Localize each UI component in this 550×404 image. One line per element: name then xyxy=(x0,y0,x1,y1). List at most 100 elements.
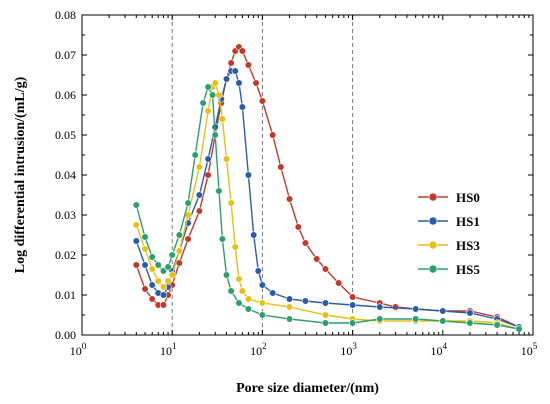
data-point xyxy=(321,299,330,307)
legend-swatch-marker xyxy=(428,192,438,202)
data-point xyxy=(301,239,310,247)
data-point xyxy=(231,243,239,251)
y-tick-label: 0.06 xyxy=(55,88,76,102)
data-point xyxy=(227,287,235,295)
data-point xyxy=(349,301,357,309)
data-point xyxy=(321,311,330,319)
data-point xyxy=(493,321,501,329)
data-point xyxy=(285,303,294,311)
data-point xyxy=(211,131,219,139)
series-line xyxy=(135,81,520,330)
data-point xyxy=(222,271,231,279)
legend-item: HS3 xyxy=(418,238,480,253)
data-point xyxy=(258,299,267,307)
data-point xyxy=(154,277,162,285)
data-point xyxy=(349,293,357,301)
data-point xyxy=(439,307,447,315)
data-point xyxy=(238,103,246,111)
data-point xyxy=(148,265,156,273)
data-point xyxy=(175,231,183,239)
data-point xyxy=(412,315,420,323)
data-point xyxy=(285,315,294,323)
data-point xyxy=(204,83,212,91)
data-point xyxy=(313,255,321,263)
data-point xyxy=(349,319,357,327)
data-point xyxy=(208,91,217,99)
series-hs0 xyxy=(132,43,523,331)
data-point xyxy=(335,279,343,287)
legend-label: HS0 xyxy=(456,190,480,205)
data-point xyxy=(159,291,168,299)
data-point xyxy=(321,319,330,327)
data-point xyxy=(238,287,246,295)
legend-label: HS3 xyxy=(456,238,480,253)
data-point xyxy=(244,295,253,303)
data-point xyxy=(141,233,149,241)
series-hs5 xyxy=(132,83,523,333)
data-point xyxy=(204,155,212,163)
x-tick-label: 104 xyxy=(431,341,448,358)
data-point xyxy=(211,79,219,87)
y-tick-label: 0.03 xyxy=(55,208,76,222)
legend: HS0 HS1 HS3 HS5 xyxy=(418,190,480,277)
y-tick-label: 0.05 xyxy=(55,128,76,142)
data-point xyxy=(254,267,262,275)
data-point xyxy=(466,309,474,317)
data-point xyxy=(132,237,140,245)
data-point xyxy=(148,295,156,303)
data-point xyxy=(376,303,384,311)
series-line xyxy=(135,45,520,328)
data-point xyxy=(258,311,267,319)
data-point xyxy=(141,261,149,269)
data-point xyxy=(164,263,172,271)
data-point xyxy=(258,97,267,105)
data-point xyxy=(204,107,212,115)
y-tick-label: 0.02 xyxy=(55,248,76,262)
series-layer xyxy=(132,43,523,333)
data-point xyxy=(250,231,258,239)
data-point xyxy=(199,99,207,107)
legend-item: HS1 xyxy=(418,214,480,229)
data-point xyxy=(141,245,149,253)
data-point xyxy=(231,67,239,75)
data-point xyxy=(285,295,294,303)
data-point xyxy=(159,301,168,309)
data-point xyxy=(141,285,149,293)
data-point xyxy=(244,305,253,313)
x-tick-label: 103 xyxy=(340,341,357,358)
data-point xyxy=(244,61,253,69)
data-point xyxy=(515,325,523,333)
data-point xyxy=(184,199,192,207)
data-point xyxy=(238,47,246,55)
data-point xyxy=(154,261,162,269)
data-point xyxy=(148,253,156,261)
data-point xyxy=(235,275,243,283)
data-point xyxy=(215,91,223,99)
y-tick-label: 0.07 xyxy=(55,48,76,62)
x-tick-label: 100 xyxy=(70,341,87,358)
data-point xyxy=(164,277,172,285)
y-tick-label: 0.01 xyxy=(55,288,76,302)
data-point xyxy=(439,317,447,325)
data-point xyxy=(321,265,330,273)
data-point xyxy=(227,59,235,67)
data-point xyxy=(132,201,140,209)
data-point xyxy=(466,319,474,327)
legend-label: HS1 xyxy=(456,214,480,229)
data-point xyxy=(218,115,226,123)
data-point xyxy=(218,235,226,243)
data-point xyxy=(222,75,231,83)
data-point xyxy=(392,303,400,311)
data-point xyxy=(235,299,243,307)
x-tick-label: 102 xyxy=(250,341,267,358)
data-point xyxy=(285,195,294,203)
data-point xyxy=(215,187,223,195)
data-point xyxy=(258,281,267,289)
data-point xyxy=(168,251,176,259)
data-point xyxy=(132,261,140,269)
y-tick-label: 0.08 xyxy=(55,8,76,22)
legend-label: HS5 xyxy=(456,262,480,277)
data-point xyxy=(222,155,231,163)
data-point xyxy=(168,271,176,279)
